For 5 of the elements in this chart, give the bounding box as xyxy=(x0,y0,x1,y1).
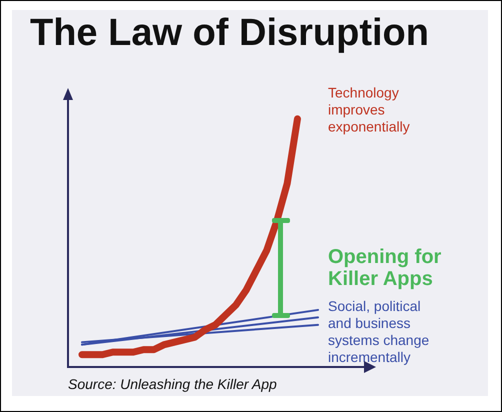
text: Opening for Killer Apps xyxy=(328,246,442,290)
source-note: Source: Unleashing the Killer App xyxy=(68,376,277,392)
chart-title: The Law of Disruption xyxy=(30,12,429,55)
series-label: Social, political and business systems change incrementally xyxy=(328,298,430,365)
text: Technology improves exponentially xyxy=(328,84,410,135)
